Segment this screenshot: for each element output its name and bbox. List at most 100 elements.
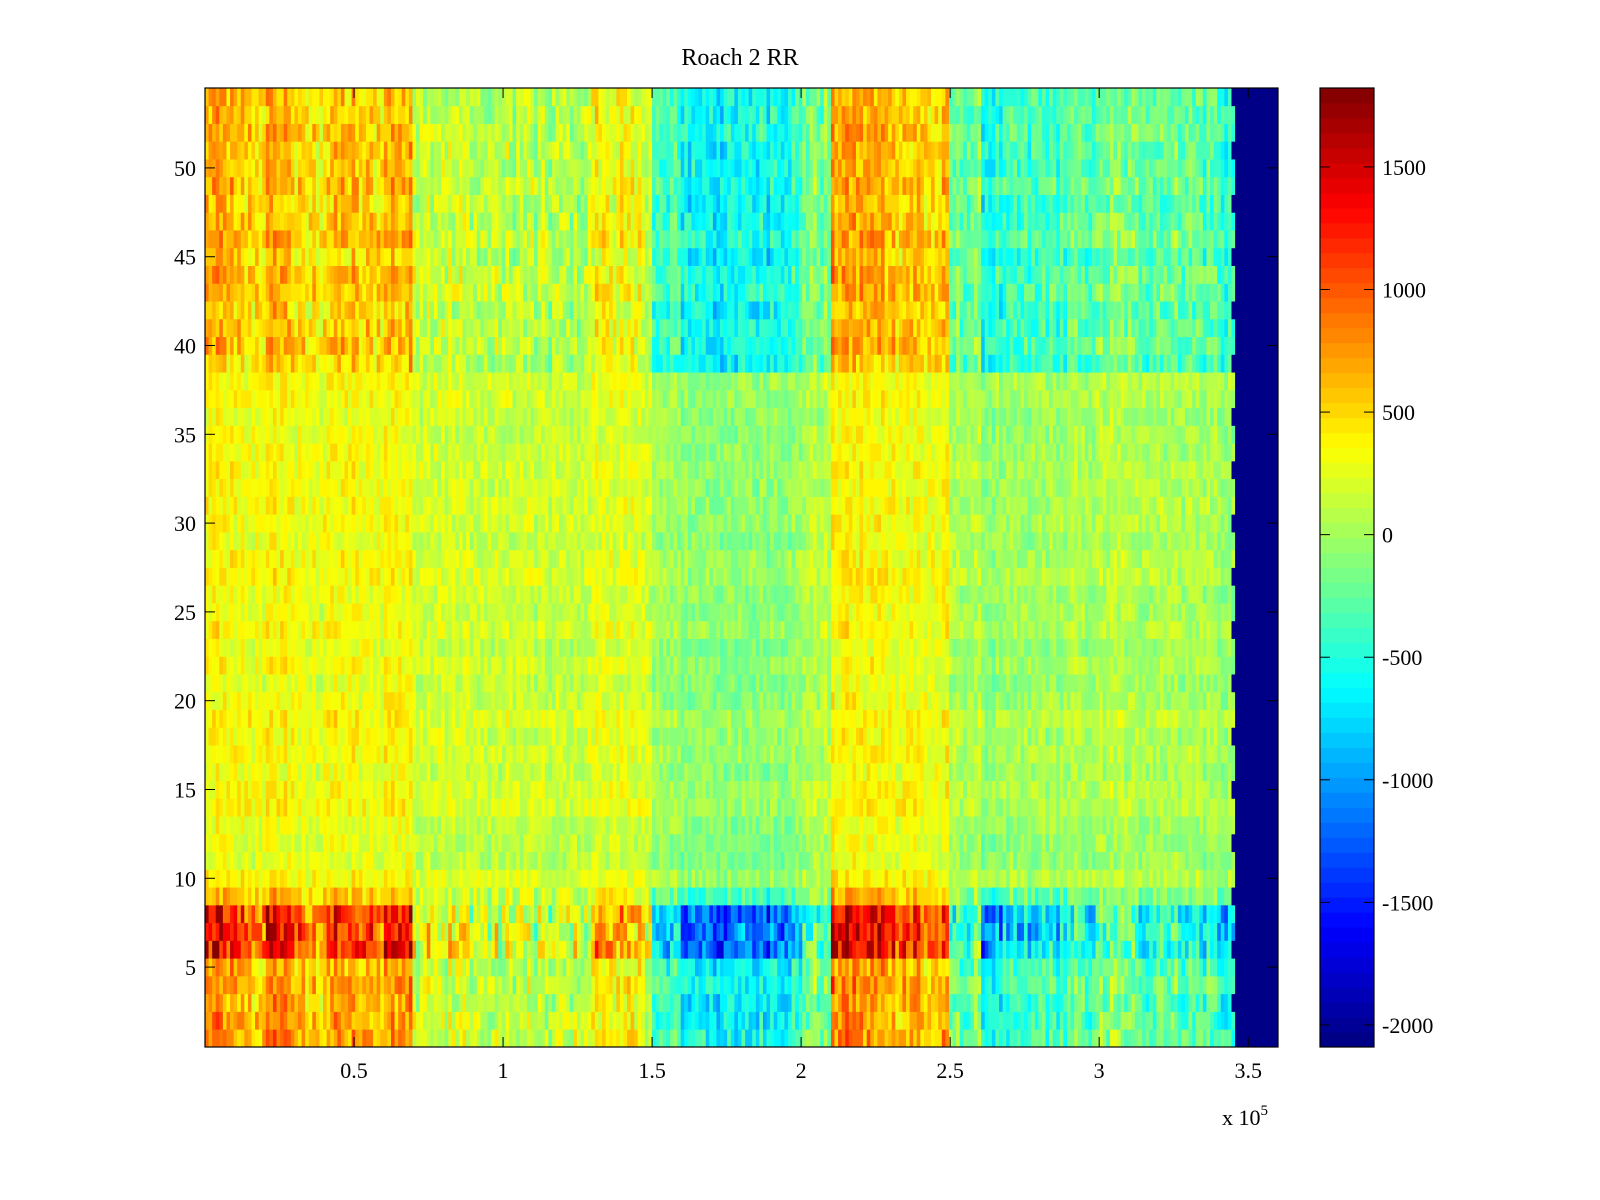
heatmap-cell [1102,1011,1107,1030]
heatmap-cell [820,780,825,799]
heatmap-cell [276,958,281,977]
heatmap-cell [1217,940,1222,959]
heatmap-cell [1077,851,1082,870]
heatmap-cell [365,940,370,959]
heatmap-cell [405,993,410,1012]
heatmap-cell [487,762,492,782]
heatmap-cell [963,833,968,853]
heatmap-cell [1145,869,1150,888]
heatmap-cell [1131,816,1136,835]
heatmap-cell [1224,869,1229,888]
heatmap-cell [1092,780,1096,799]
heatmap-cell [1206,975,1211,995]
heatmap-cell [902,887,907,906]
heatmap-cell [269,780,274,799]
heatmap-cell [308,1029,313,1048]
heatmap-cell [845,762,850,782]
heatmap-cell [745,833,750,853]
heatmap-cell [587,762,592,782]
heatmap-cell [870,904,875,924]
heatmap-cell [795,1011,800,1030]
heatmap-cell [444,940,449,959]
heatmap-cell [369,975,374,995]
heatmap-cell [1152,816,1157,835]
heatmap-cell [426,975,431,995]
heatmap-cell [269,798,274,817]
heatmap-cell [566,975,571,995]
heatmap-cell [405,780,410,799]
heatmap-cell [573,745,578,764]
heatmap-cell [1249,993,1254,1012]
heatmap-cell [555,798,560,817]
heatmap-cell [759,816,764,835]
heatmap-cell [1231,922,1236,941]
heatmap-cell [1188,762,1193,782]
heatmap-cell [330,780,335,799]
heatmap-cell [623,1029,628,1048]
heatmap-cell [480,958,485,977]
heatmap-cell [966,833,971,853]
heatmap-cell [995,975,1000,995]
heatmap-cell [1127,762,1132,782]
heatmap-cell [1063,851,1068,870]
heatmap-cell [1006,1029,1011,1048]
heatmap-cell [376,833,381,853]
heatmap-cell [551,851,556,870]
heatmap-cell [1227,887,1232,906]
heatmap-cell [755,851,760,870]
heatmap-cell [880,869,885,888]
heatmap-cell [233,762,238,782]
heatmap-cell [1174,851,1179,870]
heatmap-cell [262,887,267,906]
heatmap-cell [802,922,807,941]
heatmap-cell [340,993,345,1012]
heatmap-cell [1113,958,1118,977]
heatmap-cell [788,975,792,995]
heatmap-cell [441,833,446,853]
heatmap-cell [469,816,474,835]
heatmap-cell [1206,993,1211,1012]
heatmap-cell [712,975,717,995]
heatmap-cell [487,1011,492,1030]
heatmap-cell [1034,798,1039,817]
heatmap-cell [1109,993,1114,1012]
heatmap-cell [1142,851,1147,870]
heatmap-cell [451,851,456,870]
heatmap-cell [315,1011,320,1030]
heatmap-cell [1131,833,1136,853]
heatmap-cell [770,1011,775,1030]
heatmap-cell [416,940,420,959]
heatmap-cell [727,833,732,853]
heatmap-cell [991,869,996,888]
heatmap-cell [984,958,989,977]
heatmap-cell [884,762,889,782]
heatmap-cell [644,851,649,870]
heatmap-cell [562,887,567,906]
heatmap-cell [616,745,621,764]
heatmap-cell [426,887,431,906]
heatmap-cell [788,1011,792,1030]
heatmap-cell [576,816,581,835]
heatmap-cell [705,762,710,782]
heatmap-cell [376,780,381,799]
heatmap-cell [709,993,714,1012]
heatmap-cell [906,1029,911,1048]
heatmap-cell [494,780,499,799]
heatmap-cell [727,780,732,799]
heatmap-cell [423,922,428,941]
heatmap-cell [290,940,295,959]
heatmap-cell [344,762,349,782]
heatmap-cell [416,1011,420,1030]
heatmap-cell [280,887,285,906]
heatmap-cell [698,1011,703,1030]
heatmap-cell [419,975,424,995]
heatmap-cell [594,958,599,977]
heatmap-cell [823,975,828,995]
heatmap-cell [941,1011,946,1030]
heatmap-cell [959,798,964,817]
heatmap-cell [813,922,818,941]
heatmap-cell [1031,940,1036,959]
heatmap-cell [319,798,324,817]
heatmap-cell [433,993,438,1012]
heatmap-cell [991,1011,996,1030]
